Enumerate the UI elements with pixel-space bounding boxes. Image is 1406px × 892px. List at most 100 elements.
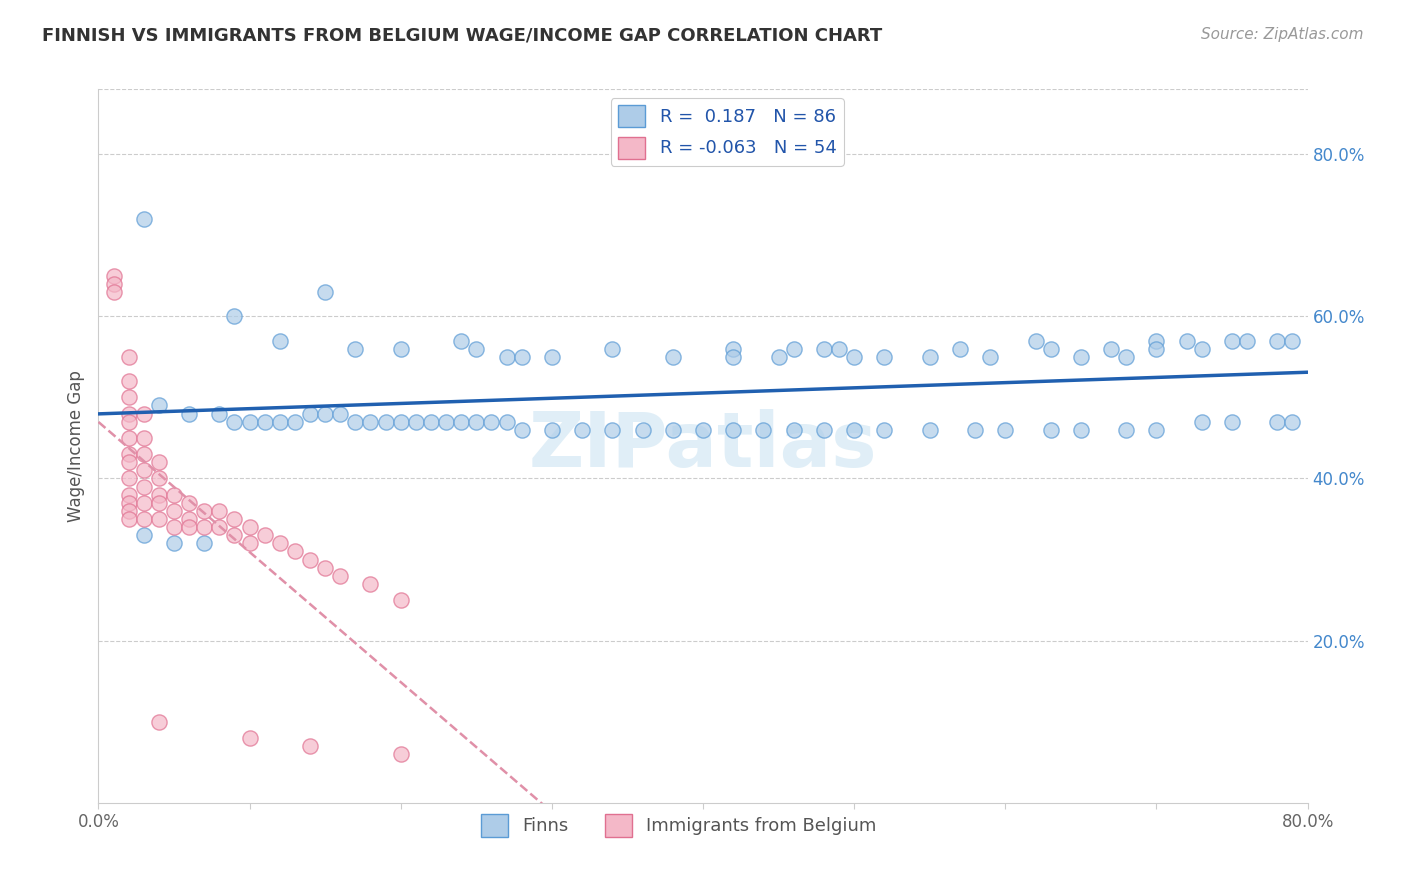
Point [179, 520, 201, 534]
Point [239, 536, 262, 550]
Point [405, 415, 427, 429]
Point [224, 512, 246, 526]
Point [1281, 334, 1303, 348]
Point [118, 431, 141, 445]
Point [783, 423, 806, 437]
Point [768, 350, 790, 364]
Y-axis label: Wage/Income Gap: Wage/Income Gap [66, 370, 84, 522]
Point [813, 342, 835, 356]
Point [179, 512, 201, 526]
Point [103, 277, 125, 291]
Point [602, 423, 624, 437]
Text: FINNISH VS IMMIGRANTS FROM BELGIUM WAGE/INCOME GAP CORRELATION CHART: FINNISH VS IMMIGRANTS FROM BELGIUM WAGE/… [42, 27, 883, 45]
Point [949, 342, 972, 356]
Point [389, 342, 412, 356]
Point [179, 407, 201, 421]
Point [118, 407, 141, 421]
Point [783, 342, 806, 356]
Point [179, 496, 201, 510]
Point [253, 415, 276, 429]
Point [148, 455, 170, 469]
Point [389, 415, 412, 429]
Point [481, 415, 503, 429]
Point [360, 577, 382, 591]
Point [239, 520, 262, 534]
Point [1070, 423, 1092, 437]
Point [344, 415, 367, 429]
Point [723, 342, 745, 356]
Point [495, 415, 517, 429]
Point [979, 350, 1001, 364]
Point [132, 496, 155, 510]
Point [434, 415, 457, 429]
Point [752, 423, 775, 437]
Point [420, 415, 443, 429]
Point [269, 415, 291, 429]
Point [224, 528, 246, 542]
Point [360, 415, 382, 429]
Point [314, 560, 336, 574]
Point [1039, 342, 1062, 356]
Point [1144, 334, 1167, 348]
Point [269, 536, 291, 550]
Point [1191, 415, 1213, 429]
Point [132, 447, 155, 461]
Point [253, 528, 276, 542]
Point [540, 423, 562, 437]
Point [1099, 342, 1122, 356]
Point [1144, 342, 1167, 356]
Point [163, 520, 186, 534]
Point [118, 471, 141, 485]
Point [450, 334, 472, 348]
Point [389, 747, 412, 761]
Point [299, 739, 322, 753]
Point [118, 512, 141, 526]
Point [148, 714, 170, 729]
Point [450, 415, 472, 429]
Point [118, 455, 141, 469]
Point [1267, 334, 1289, 348]
Point [163, 536, 186, 550]
Point [1039, 423, 1062, 437]
Point [118, 488, 141, 502]
Point [284, 544, 307, 558]
Point [118, 447, 141, 461]
Point [118, 415, 141, 429]
Point [510, 423, 533, 437]
Point [118, 350, 141, 364]
Point [873, 423, 896, 437]
Point [314, 285, 336, 299]
Point [1236, 334, 1258, 348]
Point [239, 731, 262, 745]
Point [918, 350, 941, 364]
Point [813, 423, 835, 437]
Point [132, 463, 155, 477]
Point [1220, 415, 1243, 429]
Point [193, 536, 215, 550]
Point [1115, 423, 1137, 437]
Point [389, 593, 412, 607]
Point [661, 350, 683, 364]
Point [1281, 415, 1303, 429]
Point [844, 423, 866, 437]
Point [118, 504, 141, 518]
Point [224, 310, 246, 324]
Point [148, 471, 170, 485]
Point [163, 504, 186, 518]
Point [994, 423, 1017, 437]
Point [239, 415, 262, 429]
Point [148, 399, 170, 413]
Point [844, 350, 866, 364]
Point [208, 407, 231, 421]
Point [723, 423, 745, 437]
Point [873, 350, 896, 364]
Point [631, 423, 654, 437]
Point [1070, 350, 1092, 364]
Point [1175, 334, 1198, 348]
Point [148, 512, 170, 526]
Point [661, 423, 683, 437]
Point [224, 415, 246, 429]
Point [132, 528, 155, 542]
Point [1267, 415, 1289, 429]
Point [103, 285, 125, 299]
